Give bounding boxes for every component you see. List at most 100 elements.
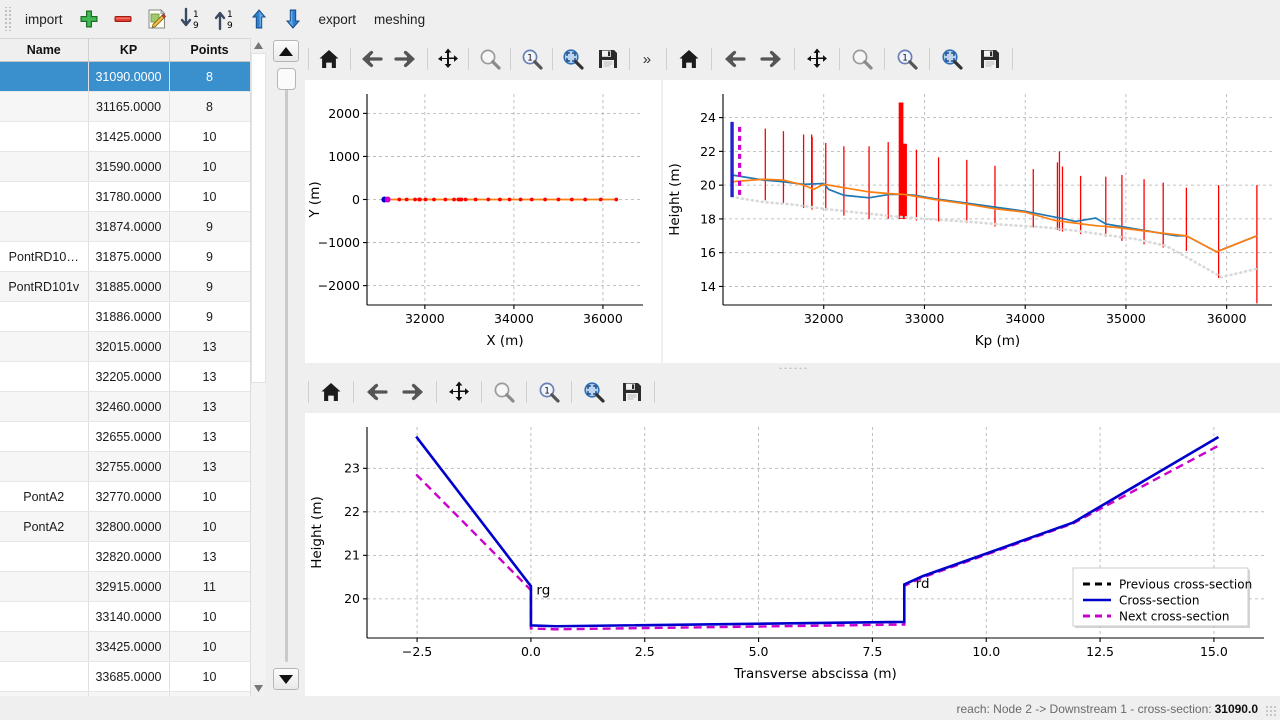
- cell-points[interactable]: 13: [169, 361, 251, 392]
- column-header-points[interactable]: Points: [169, 38, 251, 62]
- cell-kp[interactable]: 33140.0000: [88, 601, 170, 632]
- cell-kp[interactable]: 31874.0000: [88, 211, 170, 242]
- cell-points[interactable]: 11: [169, 571, 251, 602]
- cell-name[interactable]: [0, 691, 89, 696]
- table-row[interactable]: 31590.0000 10: [0, 151, 251, 182]
- table-row[interactable]: 32015.0000 13: [0, 331, 251, 362]
- plan-back-button[interactable]: [354, 42, 389, 76]
- table-scrollbar[interactable]: [250, 38, 266, 696]
- cross-back-button[interactable]: [357, 375, 395, 409]
- cell-points[interactable]: 13: [169, 451, 251, 482]
- cell-points[interactable]: 10: [169, 151, 251, 182]
- table-row[interactable]: 32205.0000 13: [0, 361, 251, 392]
- plan-pan-button[interactable]: [430, 42, 465, 76]
- cell-kp[interactable]: 32770.0000: [88, 481, 170, 512]
- table-row[interactable]: PontA2 32770.0000 10: [0, 481, 251, 512]
- navigate-up-button[interactable]: [273, 40, 299, 62]
- cell-name[interactable]: [0, 61, 89, 92]
- cell-name[interactable]: [0, 331, 89, 362]
- cell-kp[interactable]: 32460.0000: [88, 391, 170, 422]
- cell-name[interactable]: [0, 391, 89, 422]
- add-button[interactable]: [72, 4, 106, 34]
- profile-zoom-out-button[interactable]: [843, 42, 881, 76]
- cross-pan-button[interactable]: [440, 375, 478, 409]
- table-row[interactable]: 31886.0000 9: [0, 301, 251, 332]
- cell-points[interactable]: 10: [169, 631, 251, 662]
- plan-zoom-out-button[interactable]: [472, 42, 507, 76]
- table-row[interactable]: 31425.0000 10: [0, 121, 251, 152]
- menu-import[interactable]: import: [25, 11, 63, 27]
- horizontal-splitter[interactable]: [305, 363, 1280, 371]
- remove-button[interactable]: [106, 4, 140, 34]
- table-row[interactable]: 33685.0000 10: [0, 661, 251, 692]
- plan-view-plot[interactable]: 32000 34000 36000 −2000 −1000 0 1000 2000 X (m) Y…: [305, 80, 661, 363]
- sort-ascending-button[interactable]: 1 9: [208, 4, 242, 34]
- table-row[interactable]: 32655.0000 13: [0, 421, 251, 452]
- cell-name[interactable]: [0, 121, 89, 152]
- edit-button[interactable]: [140, 4, 174, 34]
- table-row[interactable]: PontRD101v 31885.0000 9: [0, 271, 251, 302]
- cross-section-plot[interactable]: −2.5 0.0 2.5 5.0 7.5 10.0 12.5 15.0 20 21 22 23 Tran…: [305, 413, 1280, 696]
- cell-name[interactable]: PontA2: [0, 481, 89, 512]
- cross-zoom-out-button[interactable]: [485, 375, 523, 409]
- menu-export[interactable]: export: [318, 11, 357, 27]
- cell-name[interactable]: [0, 661, 89, 692]
- table-row[interactable]: 32915.0000 11: [0, 571, 251, 602]
- cell-name[interactable]: [0, 211, 89, 242]
- cross-save-button[interactable]: [613, 375, 651, 409]
- cross-zoom-reset-button[interactable]: 1: [530, 375, 568, 409]
- cell-kp[interactable]: 31780.0000: [88, 181, 170, 212]
- cell-points[interactable]: 13: [169, 331, 251, 362]
- table-row[interactable]: PontRD10… 31875.0000 9: [0, 241, 251, 272]
- cell-kp[interactable]: 32755.0000: [88, 451, 170, 482]
- cell-kp[interactable]: 32015.0000: [88, 331, 170, 362]
- cross-home-button[interactable]: [312, 375, 350, 409]
- table-row[interactable]: 31780.0000 10: [0, 181, 251, 212]
- cell-points[interactable]: 8: [169, 91, 251, 122]
- table-row[interactable]: 31165.0000 8: [0, 91, 251, 122]
- cell-kp[interactable]: 31165.0000: [88, 91, 170, 122]
- cell-name[interactable]: [0, 151, 89, 182]
- cell-kp[interactable]: 32655.0000: [88, 421, 170, 452]
- profile-back-button[interactable]: [715, 42, 753, 76]
- cell-points[interactable]: 13: [169, 541, 251, 572]
- cell-name[interactable]: [0, 361, 89, 392]
- plan-zoom-reset-button[interactable]: 1: [514, 42, 549, 76]
- cell-points[interactable]: 13: [169, 421, 251, 452]
- resize-grip-icon[interactable]: [1265, 705, 1277, 717]
- plan-toolbar-overflow[interactable]: »: [642, 50, 652, 68]
- scrollbar-thumb[interactable]: [251, 53, 266, 383]
- cell-points[interactable]: 10: [169, 181, 251, 212]
- cross-section-table[interactable]: Name KP Points 31090.0000 8 31165.0000 8 314…: [0, 38, 265, 696]
- cell-kp[interactable]: 33685.0000: [88, 661, 170, 692]
- slider-handle[interactable]: [277, 68, 296, 90]
- cell-name[interactable]: [0, 181, 89, 212]
- move-up-button[interactable]: [242, 4, 276, 34]
- move-down-button[interactable]: [276, 4, 310, 34]
- cell-kp[interactable]: 33425.0000: [88, 631, 170, 662]
- cell-kp[interactable]: 31090.0000: [88, 61, 170, 92]
- longitudinal-profile-plot[interactable]: 32000 33000 34000 35000 36000 14 16 18 20 22 24 Kp …: [663, 80, 1280, 363]
- cell-name[interactable]: [0, 421, 89, 452]
- cell-name[interactable]: PontRD10…: [0, 241, 89, 272]
- table-row[interactable]: [0, 691, 251, 696]
- cell-points[interactable]: [169, 691, 251, 696]
- slider-groove[interactable]: [285, 68, 288, 662]
- cell-name[interactable]: PontRD101v: [0, 271, 89, 302]
- cell-kp[interactable]: 31875.0000: [88, 241, 170, 272]
- cell-points[interactable]: 13: [169, 391, 251, 422]
- cell-kp[interactable]: 32205.0000: [88, 361, 170, 392]
- profile-home-button[interactable]: [670, 42, 708, 76]
- cell-name[interactable]: [0, 601, 89, 632]
- cell-kp[interactable]: 31885.0000: [88, 271, 170, 302]
- plan-save-button[interactable]: [591, 42, 626, 76]
- cell-kp[interactable]: 32915.0000: [88, 571, 170, 602]
- cell-name[interactable]: [0, 571, 89, 602]
- cell-points[interactable]: 8: [169, 61, 251, 92]
- profile-save-button[interactable]: [971, 42, 1009, 76]
- cell-kp[interactable]: 32820.0000: [88, 541, 170, 572]
- cell-points[interactable]: 10: [169, 121, 251, 152]
- cell-points[interactable]: 10: [169, 481, 251, 512]
- cell-points[interactable]: 10: [169, 511, 251, 542]
- cell-points[interactable]: 9: [169, 241, 251, 272]
